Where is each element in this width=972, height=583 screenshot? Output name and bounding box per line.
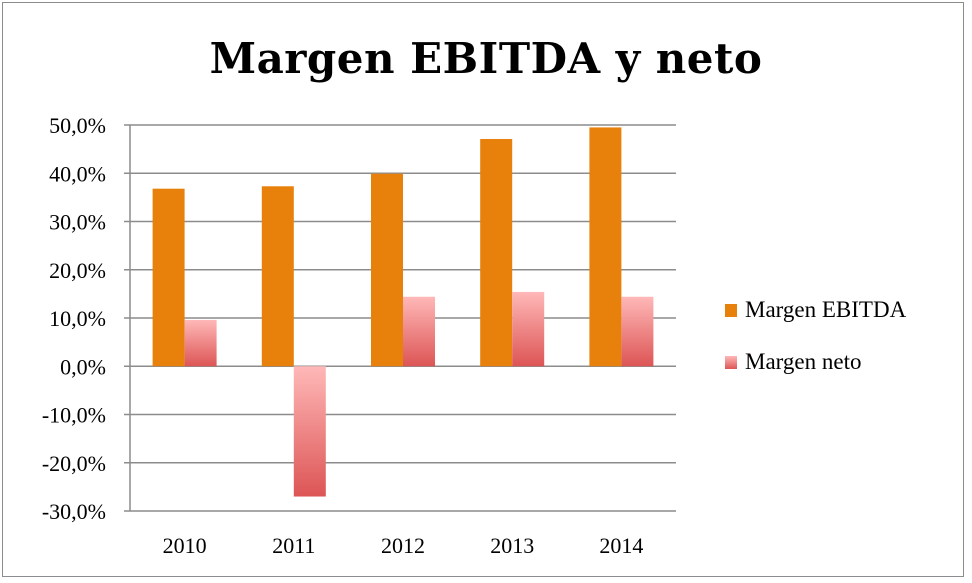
chart-title: Margen EBITDA y neto <box>209 34 763 83</box>
tick-labels: 50,0% 40,0% 30,0% 20,0% 10,0% 0,0% -10,0% -20,0… <box>42 113 644 558</box>
legend-label-neto: Margen neto <box>745 349 862 374</box>
legend-swatch-ebitda <box>725 303 737 317</box>
legend-item-ebitda: Margen EBITDA <box>725 295 906 325</box>
bar-neto-2012 <box>403 296 435 367</box>
y-tick-label: 20,0% <box>49 258 106 283</box>
x-tick-label: 2013 <box>490 533 534 558</box>
legend-label-ebitda: Margen EBITDA <box>745 297 907 322</box>
bar-ebitda-2014 <box>589 127 622 367</box>
bar-neto-2010 <box>184 319 217 367</box>
x-tick-label: 2014 <box>599 533 643 558</box>
bar-ebitda-2013 <box>480 138 513 367</box>
y-tick-label: 30,0% <box>49 210 106 235</box>
bar-neto-2014 <box>621 296 654 367</box>
y-tick-label: -20,0% <box>42 451 106 476</box>
y-tick-label: 10,0% <box>49 306 106 331</box>
x-tick-label: 2010 <box>163 533 207 558</box>
bar-neto-2013 <box>512 291 545 367</box>
bars <box>152 127 654 497</box>
bar-neto-2011 <box>293 366 326 497</box>
bar-ebitda-2010 <box>152 188 185 367</box>
bar-ebitda-2012 <box>371 173 403 367</box>
y-tick-label: 50,0% <box>49 113 106 138</box>
y-tick-label: 40,0% <box>49 161 106 186</box>
y-tick-label: -10,0% <box>42 403 106 428</box>
y-tick-label: 0,0% <box>60 354 106 379</box>
legend-item-neto: Margen neto <box>725 347 861 377</box>
x-tick-label: 2012 <box>381 533 425 558</box>
legend-swatch-neto <box>725 355 737 369</box>
bar-ebitda-2011 <box>261 186 294 367</box>
y-tick-label: -30,0% <box>42 499 106 524</box>
x-tick-label: 2011 <box>272 533 315 558</box>
